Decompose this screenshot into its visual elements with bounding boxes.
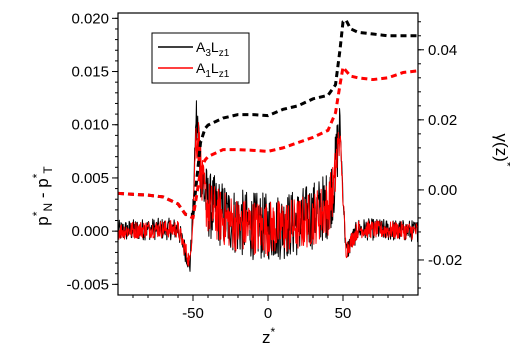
legend-label-1: A1Lz1 [196,60,230,80]
y-left-tick-label-4: 0.015 [71,64,109,81]
series-line-2 [117,18,418,216]
x-axis-title: z* [262,325,276,347]
y-left-tick-label-2: 0.005 [71,170,109,187]
legend: A3Lz1 A1Lz1 [151,32,250,84]
y-right-tick-label-0: -0.02 [428,252,462,269]
ticks-layer: -50 0 50 -0.005 0.000 0.005 0.010 0.015 0.020 -0.… [66,10,462,322]
legend-box [151,32,250,84]
svg-text:p*N - p*T: p*N - p*T [30,166,55,226]
y-left-tick-label-3: 0.010 [71,117,109,134]
svg-text:z*: z* [262,325,276,347]
y-right-axis-title: γ(z)* [492,134,510,167]
y-left-axis-title: p*N - p*T [30,166,55,226]
y-left-tick-label-5: 0.020 [71,10,109,27]
y-right-tick-label-3: 0.04 [428,42,457,59]
series-line-3 [117,65,419,220]
x-tick-label-2: 50 [335,305,352,322]
y-left-tick-label-0: -0.005 [66,276,109,293]
y-right-tick-label-2: 0.02 [428,112,457,129]
series-layer [117,18,419,272]
x-tick-label-1: 0 [264,305,272,322]
x-tick-label-0: -50 [182,305,204,322]
series-line-1 [117,122,419,267]
y-right-tick-label-1: 0.00 [428,182,457,199]
y-left-tick-label-1: 0.000 [71,223,109,240]
legend-label-0: A3Lz1 [196,39,230,59]
svg-text:γ(z)*: γ(z)* [492,134,510,167]
